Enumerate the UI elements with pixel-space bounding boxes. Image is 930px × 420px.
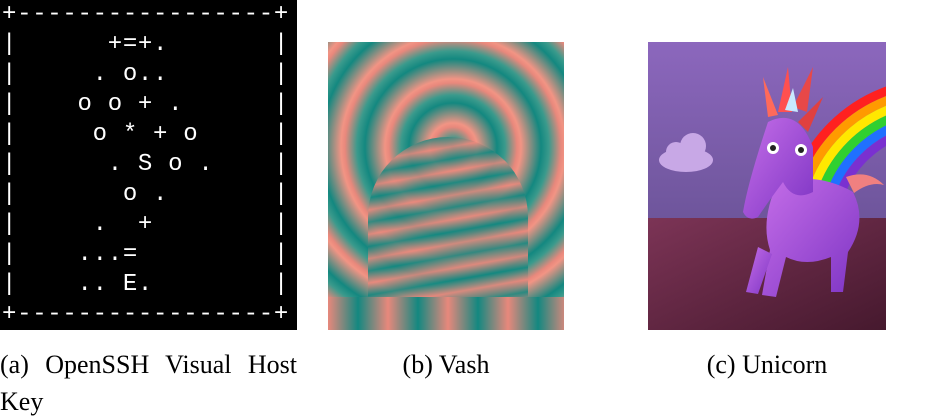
art-line: | o . | [2,180,297,210]
unicorn-image [648,42,886,330]
art-line: | . o.. | [2,60,297,90]
visual-host-key: +-----------------+| +=+. || . o.. || o … [0,0,297,330]
art-line: +-----------------+ [2,300,297,330]
art-line: | .. E. | [2,270,297,300]
art-line: | ...= | [2,240,297,270]
vash-pattern [328,297,564,330]
art-line: | . S o . | [2,150,297,180]
art-line: | o o + . | [2,90,297,120]
art-line: +-----------------+ [2,0,297,30]
caption: (b) Vash [328,346,564,383]
caption: (c) Unicorn [648,346,886,383]
art-line: | . + | [2,210,297,240]
vash-image [328,42,564,330]
art-line: | +=+. | [2,30,297,60]
figure: +-----------------+| +=+. || . o.. || o … [0,0,930,420]
art-line: | o * + o | [2,120,297,150]
caption: (a) OpenSSH Visual Host Key [0,346,297,420]
